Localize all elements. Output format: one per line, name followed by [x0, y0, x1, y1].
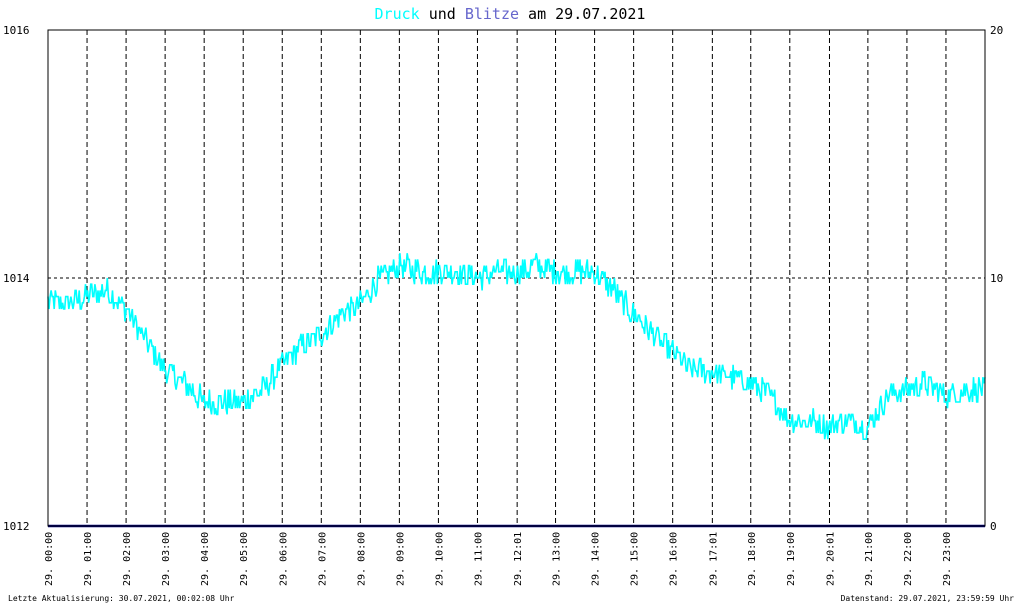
x-axis-ticks: 29. 00:00 29. 01:00 29. 02:00 29. 03:00 29. …: [44, 532, 953, 586]
left-tick-label: 1014: [3, 272, 30, 285]
x-tick-label: 29. 23:00: [942, 532, 953, 586]
left-tick-label: 1016: [3, 24, 30, 37]
right-axis-ticks: 0 10 20: [990, 24, 1003, 533]
x-tick-label: 29. 21:00: [864, 532, 875, 586]
x-tick-label: 29. 15:00: [630, 532, 641, 586]
series-druck-line: [47, 253, 986, 440]
x-tick-label: 29. 18:00: [747, 532, 758, 586]
left-axis-ticks: 1012 1014 1016: [3, 24, 30, 533]
x-tick-label: 29. 14:00: [591, 532, 602, 586]
x-tick-label: 29. 20:01: [825, 532, 836, 586]
x-tick-label: 29. 10:00: [434, 532, 445, 586]
right-tick-label: 0: [990, 520, 997, 533]
x-tick-label: 29. 17:01: [708, 532, 719, 586]
title-druck: Druck: [375, 5, 420, 23]
x-tick-label: 29. 00:00: [44, 532, 55, 586]
x-tick-label: 29. 12:01: [513, 532, 524, 586]
x-tick-label: 29. 22:00: [903, 532, 914, 586]
right-tick-label: 10: [990, 272, 1003, 285]
x-tick-label: 29. 04:00: [200, 532, 211, 586]
left-tick-label: 1012: [3, 520, 30, 533]
title-date: am 29.07.2021: [519, 5, 645, 23]
x-tick-label: 29. 09:00: [395, 532, 406, 586]
x-tick-label: 29. 07:00: [317, 532, 328, 586]
x-tick-label: 29. 13:00: [552, 532, 563, 586]
x-tick-label: 29. 03:00: [161, 532, 172, 586]
x-tick-label: 29. 01:00: [83, 532, 94, 586]
x-tick-label: 29. 19:00: [786, 532, 797, 586]
x-tick-label: 29. 05:00: [239, 532, 250, 586]
x-tick-label: 29. 11:00: [473, 532, 484, 586]
footer-data-status: Datenstand: 29.07.2021, 23:59:59 Uhr: [841, 594, 1015, 603]
title-und: und: [420, 5, 465, 23]
plot-frame: [47, 29, 986, 527]
right-tick-label: 20: [990, 24, 1003, 37]
chart-title: Druck und Blitze am 29.07.2021: [375, 5, 646, 23]
x-tick-label: 29. 08:00: [356, 532, 367, 586]
x-tick-label: 29. 02:00: [122, 532, 133, 586]
footer-last-update: Letzte Aktualisierung: 30.07.2021, 00:02…: [8, 594, 235, 603]
x-tick-label: 29. 16:00: [669, 532, 680, 586]
title-blitze: Blitze: [465, 5, 519, 23]
x-tick-label: 29. 06:00: [278, 532, 289, 586]
